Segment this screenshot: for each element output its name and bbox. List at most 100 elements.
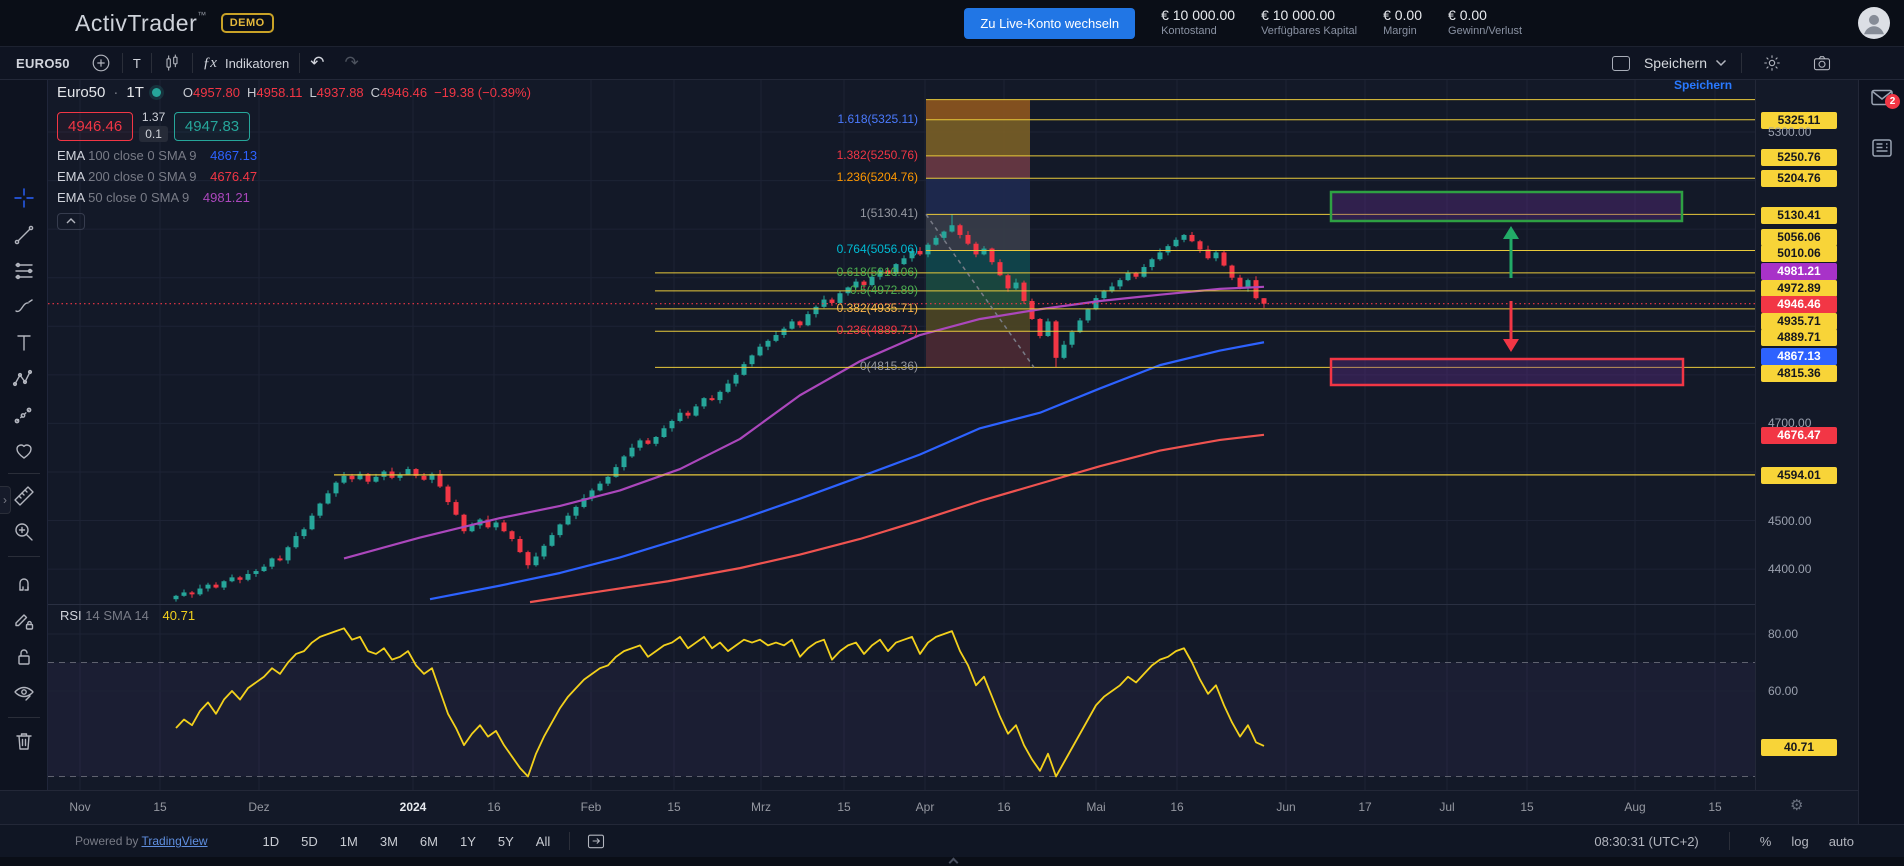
- time-tick: 16: [487, 800, 501, 814]
- price-chart[interactable]: [48, 80, 1755, 790]
- stat-kontostand: € 10 000.00 Kontostand: [1161, 7, 1235, 38]
- brush-tool[interactable]: [12, 295, 36, 319]
- time-axis[interactable]: ⚙ Nov 15 Dez 2024 16 Feb 15 Mrz 15 Apr 16 Mai 16 Jun 1…: [0, 790, 1858, 824]
- axis-price-badge: 5010.06: [1761, 244, 1837, 262]
- undo-button[interactable]: ↶: [310, 53, 325, 72]
- top-header: ActivTrader™ DEMO Zu Live-Konto wechseln…: [0, 0, 1904, 46]
- legend-collapse-button[interactable]: [57, 213, 85, 230]
- drawing-toolbar: [0, 80, 48, 790]
- tradingview-link[interactable]: TradingView: [141, 834, 208, 848]
- forecast-tool[interactable]: [12, 403, 36, 427]
- axis-price-label: 80.00: [1768, 627, 1799, 641]
- percent-scale-button[interactable]: %: [1759, 833, 1772, 849]
- drawing-mode-lock-tool[interactable]: [12, 609, 36, 633]
- toolbar-divider: [8, 473, 40, 474]
- axis-price-label: 60.00: [1768, 684, 1799, 698]
- save-layout-button[interactable]: Speichern: [1640, 55, 1731, 71]
- mail-unread-badge: 2: [1885, 94, 1900, 109]
- redo-button[interactable]: ↷: [344, 53, 359, 72]
- chart-toolbar: EURO50 T ƒx Indikatoren ↶ ↷: [0, 46, 1904, 80]
- stat-value: € 0.00: [1448, 7, 1487, 24]
- time-tick: Nov: [69, 800, 91, 814]
- time-tick: 16: [1170, 800, 1184, 814]
- axis-price-badge: 5204.76: [1761, 169, 1837, 187]
- time-tick: Feb: [580, 800, 602, 814]
- magnet-tool[interactable]: [12, 573, 36, 597]
- crosshair-tool[interactable]: [12, 186, 36, 210]
- time-tick: 15: [153, 800, 167, 814]
- toolbar-divider: [1741, 53, 1742, 73]
- zoom-in-tool[interactable]: [12, 520, 36, 544]
- range-button-all[interactable]: All: [535, 833, 551, 849]
- auto-scale-button[interactable]: auto: [1828, 833, 1854, 849]
- axis-settings-icon[interactable]: ⚙: [1790, 797, 1804, 814]
- symbol-button[interactable]: EURO50: [16, 55, 70, 71]
- axis-price-badge: 5325.11: [1761, 111, 1837, 129]
- time-tick: Apr: [915, 800, 935, 814]
- toolbar-collapse-handle[interactable]: ›: [0, 486, 11, 514]
- axis-price-badge: 4935.71: [1761, 312, 1837, 330]
- range-button-1m[interactable]: 1M: [339, 833, 358, 849]
- clock[interactable]: 08:30:31 (UTC+2): [1594, 833, 1699, 849]
- save-tooltip: Speichern: [1674, 78, 1733, 92]
- toolbar-divider: [150, 53, 152, 73]
- time-tick: 17: [1358, 800, 1372, 814]
- axis-price-badge: 4981.21: [1761, 262, 1837, 280]
- toolbar-divider: [191, 53, 193, 73]
- stat-margin: € 0.00 Margin: [1383, 7, 1422, 38]
- stat-value: € 10 000.00: [1261, 7, 1336, 24]
- snapshot-button[interactable]: [1802, 53, 1842, 73]
- right-sidebar: 2: [1858, 80, 1904, 866]
- switch-live-account-button[interactable]: Zu Live-Konto wechseln: [964, 7, 1136, 39]
- demo-badge: DEMO: [220, 13, 274, 33]
- hide-drawings-tool[interactable]: [12, 681, 36, 705]
- range-button-1d[interactable]: 1D: [262, 833, 280, 849]
- axis-price-badge: 4867.13: [1761, 347, 1837, 365]
- stat-label: Margin: [1383, 24, 1417, 37]
- log-scale-button[interactable]: log: [1791, 833, 1809, 849]
- fib-retracement-tool[interactable]: [12, 259, 36, 283]
- chart-type-button[interactable]: [152, 47, 192, 79]
- plus-circle-icon: [92, 54, 110, 72]
- symbol-add-button[interactable]: [80, 47, 122, 79]
- indicators-button[interactable]: ƒx Indikatoren: [193, 47, 300, 79]
- emoji-heart-tool[interactable]: [12, 439, 36, 463]
- chevron-down-icon: [1715, 59, 1727, 67]
- axis-price-badge: 4676.47: [1761, 426, 1837, 444]
- range-button-1y[interactable]: 1Y: [459, 833, 476, 849]
- range-button-5d[interactable]: 5D: [301, 833, 318, 849]
- lock-all-drawings-tool[interactable]: [12, 645, 36, 669]
- trend-line-tool[interactable]: [12, 223, 36, 247]
- range-button-3m[interactable]: 3M: [379, 833, 398, 849]
- expand-chevron-icon[interactable]: [948, 857, 959, 866]
- text-tool[interactable]: [12, 331, 36, 355]
- trademark: ™: [197, 9, 207, 20]
- save-label: Speichern: [1643, 55, 1707, 71]
- toolbar-divider: [1728, 832, 1730, 850]
- time-tick: Jul: [1439, 800, 1455, 814]
- price-axis[interactable]: 5325.11 5300.00 5250.76 5204.76 5130.41 5056.…: [1755, 80, 1858, 790]
- time-tick: 15: [1520, 800, 1534, 814]
- time-tick: Aug: [1624, 800, 1646, 814]
- toolbar-divider: [299, 53, 301, 73]
- time-tick: 2024: [399, 800, 427, 814]
- xabcd-pattern-tool[interactable]: [12, 367, 36, 391]
- time-tick: 15: [837, 800, 851, 814]
- user-avatar[interactable]: [1858, 7, 1890, 39]
- gear-icon: [1764, 55, 1780, 71]
- remove-drawings-tool[interactable]: [12, 729, 36, 753]
- stat-value: € 10 000.00: [1161, 7, 1236, 24]
- multichart-layout-icon[interactable]: [1611, 55, 1630, 71]
- axis-price-badge: 5130.41: [1761, 206, 1837, 224]
- stat-value: € 0.00: [1383, 7, 1423, 24]
- interval-button[interactable]: T: [132, 55, 141, 71]
- chart-settings-button[interactable]: [1752, 53, 1792, 73]
- time-tick: 15: [667, 800, 681, 814]
- measure-tool[interactable]: [12, 484, 36, 508]
- range-button-6m[interactable]: 6M: [419, 833, 438, 849]
- range-button-5y[interactable]: 5Y: [497, 833, 514, 849]
- axis-price-badge: 4815.36: [1761, 364, 1837, 382]
- go-to-date-button[interactable]: [580, 825, 612, 857]
- news-button[interactable]: [1870, 136, 1894, 160]
